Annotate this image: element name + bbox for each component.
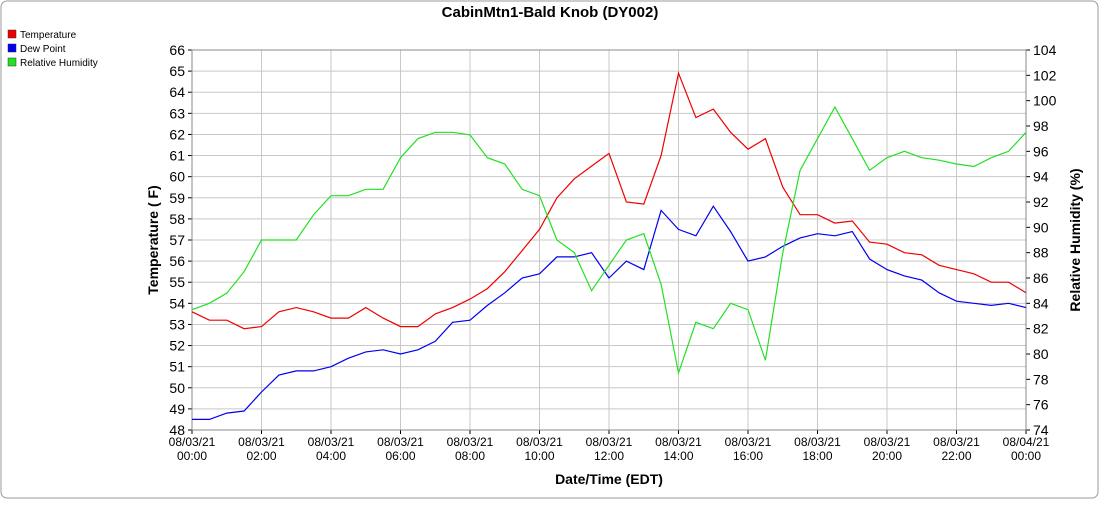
- legend-swatch: [7, 57, 17, 67]
- x-axis-title: Date/Time (EDT): [555, 471, 663, 487]
- y2-tick-label: 78: [1033, 371, 1049, 387]
- y2-tick-label: 84: [1033, 295, 1049, 311]
- x-tick-label: 08/03/21 06:00: [377, 435, 424, 463]
- x-tick-label: 08/03/21 20:00: [864, 435, 911, 463]
- x-tick-label: 08/03/21 08:00: [447, 435, 494, 463]
- x-tick-label: 08/04/21 00:00: [1003, 435, 1050, 463]
- y-tick-label: 54: [169, 295, 185, 311]
- y-tick-label: 56: [169, 253, 185, 269]
- y-tick-label: 50: [169, 380, 185, 396]
- y-tick-label: 63: [169, 105, 185, 121]
- y-tick-label: 64: [169, 84, 185, 100]
- legend-swatch: [7, 43, 17, 53]
- y2-tick-label: 74: [1033, 422, 1049, 438]
- x-tick-label: 08/03/21 02:00: [238, 435, 285, 463]
- y2-tick-label: 104: [1033, 42, 1057, 58]
- y-tick-label: 65: [169, 63, 185, 79]
- y-tick-label: 59: [169, 190, 185, 206]
- y2-tick-label: 88: [1033, 245, 1049, 261]
- y-tick-label: 48: [169, 422, 185, 438]
- series-line: [191, 71, 1027, 330]
- legend-label: Temperature: [20, 30, 77, 41]
- y-tick-label: 57: [169, 232, 185, 248]
- x-tick-label: 08/03/21 18:00: [794, 435, 841, 463]
- y-tick-label: 58: [169, 211, 185, 227]
- y-tick-label: 66: [169, 42, 185, 58]
- y2-tick-label: 94: [1033, 169, 1049, 185]
- y-tick-label: 51: [169, 359, 185, 375]
- legend-label: Relative Humidity: [20, 58, 98, 69]
- y-tick-label: 55: [169, 274, 185, 290]
- y-tick-label: 62: [169, 126, 185, 142]
- series-line: [191, 105, 1027, 376]
- x-tick-label: 08/03/21 00:00: [169, 435, 216, 463]
- y2-tick-label: 96: [1033, 143, 1049, 159]
- x-tick-label: 08/03/21 22:00: [933, 435, 980, 463]
- x-tick-label: 08/03/21 14:00: [655, 435, 702, 463]
- chart-title: CabinMtn1-Bald Knob (DY002): [442, 4, 659, 21]
- y2-tick-label: 100: [1033, 93, 1057, 109]
- y-tick-label: 53: [169, 316, 185, 332]
- y-axis-title: Temperature ( F): [145, 185, 161, 294]
- y-tick-label: 60: [169, 169, 185, 185]
- y-tick-label: 61: [169, 148, 185, 164]
- y2-axis-title: Relative Humidity (%): [1067, 168, 1083, 311]
- y2-tick-label: 92: [1033, 194, 1049, 210]
- y2-tick-label: 82: [1033, 321, 1049, 337]
- y-tick-label: 52: [169, 338, 185, 354]
- series-line: [192, 205, 1027, 420]
- x-tick-label: 08/03/21 16:00: [725, 435, 772, 463]
- y2-tick-label: 76: [1033, 397, 1049, 413]
- legend-swatch: [7, 29, 17, 39]
- x-tick-label: 08/03/21 10:00: [516, 435, 563, 463]
- y-tick-label: 49: [169, 401, 185, 417]
- x-tick-label: 08/03/21 04:00: [308, 435, 355, 463]
- y2-tick-label: 86: [1033, 270, 1049, 286]
- legend-label: Dew Point: [20, 44, 66, 55]
- y2-tick-label: 102: [1033, 67, 1057, 83]
- y2-tick-label: 98: [1033, 118, 1049, 134]
- y2-tick-label: 80: [1033, 346, 1049, 362]
- x-tick-label: 08/03/21 12:00: [586, 435, 633, 463]
- y2-tick-label: 90: [1033, 219, 1049, 235]
- plot-border: [191, 49, 1027, 431]
